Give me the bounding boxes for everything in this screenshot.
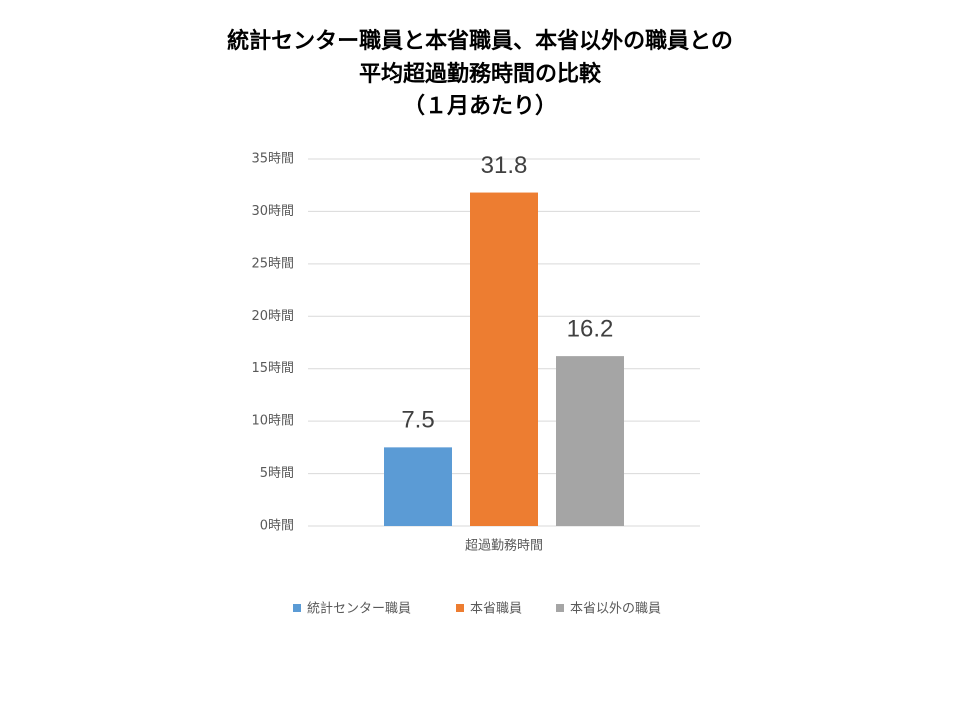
legend-label: 統計センター職員 [307,601,411,617]
value-label: 31.8 [481,152,528,179]
y-tick-label: 30時間 [251,204,294,219]
chart-title: 統計センター職員と本省職員、本省以外の職員との [227,28,733,54]
y-tick-label: 35時間 [251,152,294,167]
chart-title: 平均超過勤務時間の比較 [359,61,602,87]
bar [384,447,452,526]
bar [556,356,624,526]
value-label: 16.2 [567,315,614,342]
y-tick-label: 15時間 [251,361,294,376]
y-tick-label: 20時間 [251,309,294,324]
bar [470,192,538,526]
chart-title: （１月あたり） [403,94,557,119]
legend-swatch [293,604,301,612]
y-tick-label: 5時間 [260,466,294,481]
legend-label: 本省職員 [470,602,522,617]
legend-swatch [456,604,464,612]
y-tick-label: 0時間 [260,519,294,534]
x-tick-label: 超過勤務時間 [465,539,543,554]
legend-swatch [556,604,564,612]
y-tick-label: 10時間 [251,414,294,429]
legend-label: 本省以外の職員 [570,602,661,617]
value-label: 7.5 [401,407,434,434]
y-tick-label: 25時間 [251,256,294,271]
